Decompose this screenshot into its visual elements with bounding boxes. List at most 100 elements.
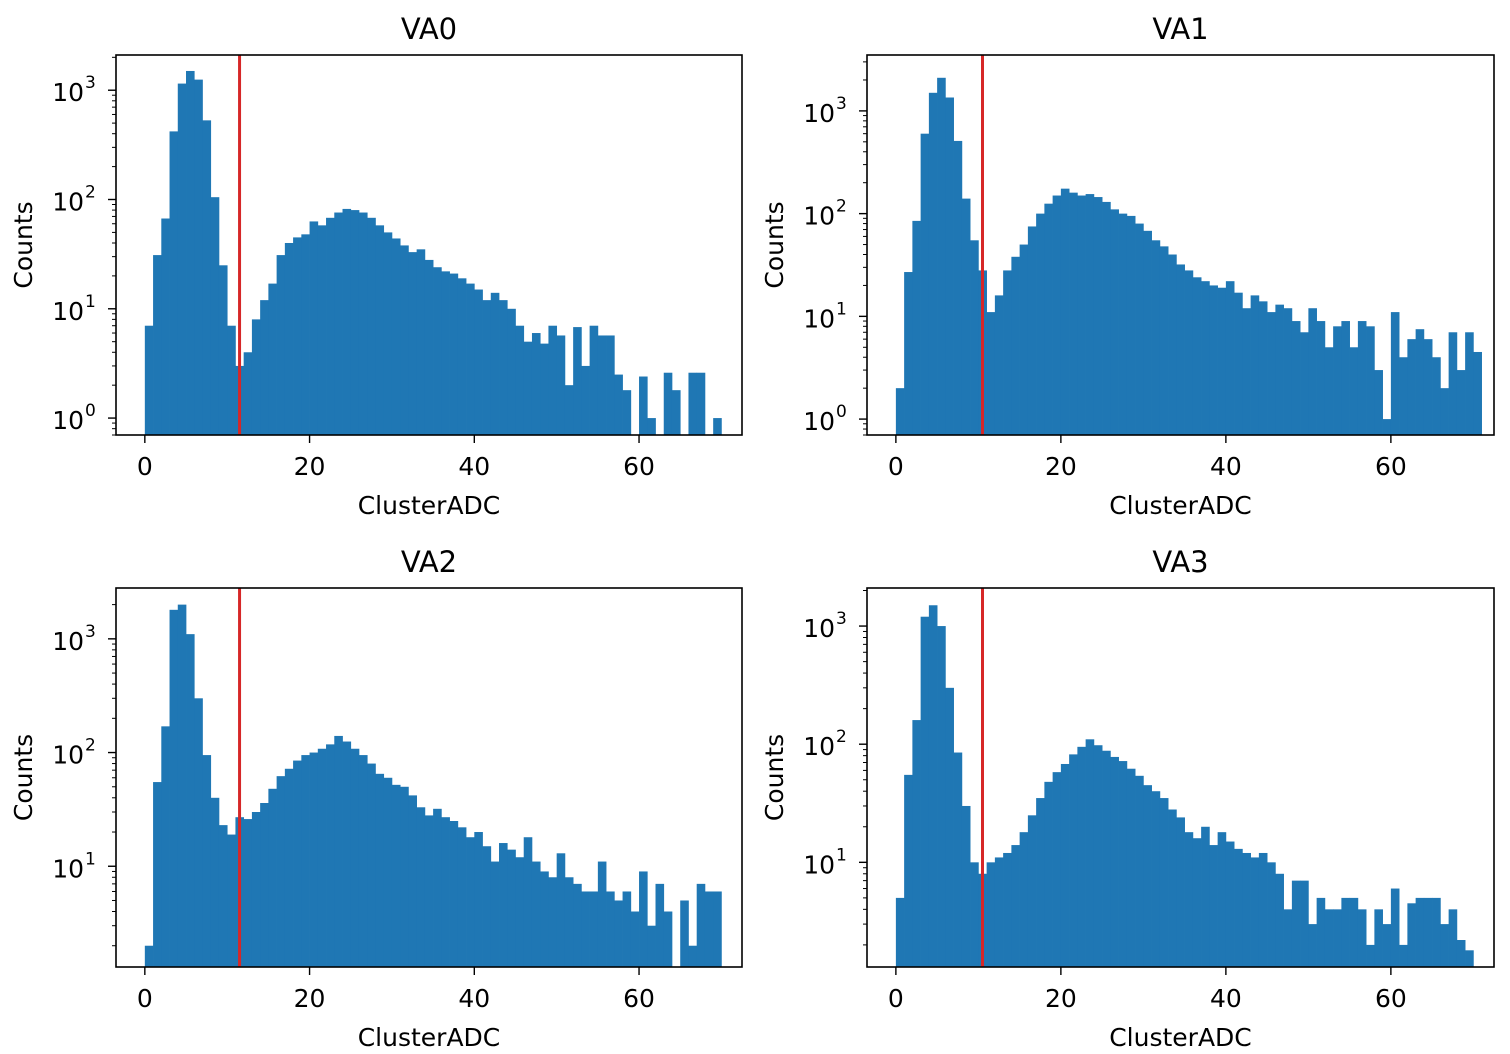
histogram-bar	[1258, 852, 1268, 967]
histogram-bar	[1390, 312, 1400, 435]
histogram-bar	[540, 343, 549, 435]
histogram-bar	[1118, 761, 1128, 967]
histogram-bar	[1003, 270, 1012, 435]
histogram-bar	[375, 225, 385, 435]
histogram-bar	[688, 372, 698, 435]
histogram-bar	[367, 217, 376, 435]
histogram-bar	[1217, 832, 1227, 967]
histogram-bar	[457, 827, 467, 967]
histogram-bar	[1093, 197, 1103, 435]
y-tick-label-exponent: 1	[836, 845, 847, 865]
histogram-bar	[161, 726, 170, 967]
histogram-bar	[218, 825, 228, 967]
histogram-bar	[895, 388, 905, 435]
histogram-bar	[1415, 897, 1425, 967]
histogram-bar	[334, 212, 343, 435]
histogram-bar	[507, 308, 516, 435]
histogram-bar	[1060, 188, 1070, 435]
histogram-bar	[1110, 756, 1119, 967]
histogram-bar	[210, 797, 220, 967]
y-tick-label-exponent: 2	[85, 736, 96, 756]
histogram-bar	[1357, 321, 1367, 435]
histogram-bar	[309, 221, 319, 435]
y-tick-label-exponent: 1	[85, 849, 96, 869]
histogram-bar	[515, 325, 525, 435]
histogram-bar	[1341, 321, 1350, 435]
histogram-bar	[144, 325, 154, 435]
histogram-bar	[1250, 857, 1260, 967]
histogram-bar	[953, 752, 963, 967]
histogram-bar	[367, 763, 376, 967]
histogram-bar	[1275, 873, 1284, 967]
histogram-bar	[1085, 739, 1095, 967]
histogram-bar	[293, 760, 302, 967]
histogram-bar	[920, 133, 930, 435]
histogram-bar	[1448, 909, 1458, 967]
histogram-bar	[1151, 240, 1161, 435]
histogram-bar	[581, 891, 590, 967]
histogram-bar	[1267, 862, 1276, 967]
histogram-bar	[169, 131, 179, 435]
x-tick-label: 40	[458, 984, 490, 1013]
histogram-bar	[1324, 347, 1334, 435]
histogram-bar	[1036, 213, 1045, 435]
histogram-bar	[564, 385, 574, 435]
histogram-bar	[1093, 745, 1103, 967]
histogram-bar	[1044, 203, 1053, 435]
y-axis-label: Counts	[760, 734, 789, 821]
histogram-bar	[639, 376, 648, 435]
histogram-bar	[1192, 277, 1202, 435]
y-tick-label: 10	[52, 741, 84, 770]
histogram-bar	[284, 242, 294, 435]
subplot-title: VA1	[1152, 12, 1208, 46]
histogram-bar	[1060, 763, 1070, 967]
histogram-bar	[276, 776, 286, 967]
histogram-bar	[408, 252, 417, 435]
histogram-bar	[358, 212, 368, 435]
histogram-bar	[1291, 321, 1301, 435]
histogram-bar	[301, 755, 310, 967]
histogram-bar	[499, 300, 508, 435]
histogram-bar	[1217, 287, 1227, 435]
histogram-bar	[912, 220, 921, 435]
histogram-bar	[1448, 332, 1458, 435]
histogram-bar	[424, 815, 434, 967]
histogram-bar	[1283, 308, 1293, 435]
x-axis-label: ClusterADC	[1109, 1023, 1252, 1052]
histogram-bar	[713, 891, 722, 967]
histogram-bar	[1465, 950, 1474, 967]
histogram-bar	[1291, 880, 1301, 967]
histogram-bar	[1085, 194, 1095, 435]
histogram-bars	[895, 605, 1474, 967]
x-tick-label: 40	[458, 452, 490, 481]
histogram-bar	[1374, 370, 1383, 435]
histogram-bar	[630, 911, 640, 967]
histogram-bar	[243, 352, 253, 435]
histogram-bar	[928, 92, 938, 435]
histogram-bar	[400, 786, 409, 967]
histogram-bar	[680, 900, 689, 967]
y-tick-label-exponent: 0	[836, 402, 847, 422]
histogram-bar	[606, 891, 615, 967]
x-tick-label: 60	[623, 452, 655, 481]
histogram-bar	[663, 911, 673, 967]
histogram-bar	[1333, 909, 1342, 967]
histogram-bar	[1192, 838, 1202, 967]
y-tick-label-exponent: 3	[85, 73, 96, 93]
histogram-bar	[1126, 768, 1136, 967]
histogram-bar	[548, 877, 558, 967]
histogram-bar	[186, 634, 195, 967]
y-tick-label-exponent: 2	[836, 727, 847, 747]
histogram-bar	[1366, 944, 1375, 967]
histogram-bar	[1399, 357, 1408, 435]
histogram-bar	[1126, 215, 1136, 435]
histogram-bar	[153, 782, 162, 967]
histogram-bar	[375, 773, 385, 967]
x-axis-label: ClusterADC	[358, 1023, 501, 1052]
y-tick-label-exponent: 0	[85, 401, 96, 421]
histogram-bars	[144, 604, 722, 967]
histogram-bar	[1069, 754, 1078, 967]
histogram-bar	[1135, 775, 1144, 967]
